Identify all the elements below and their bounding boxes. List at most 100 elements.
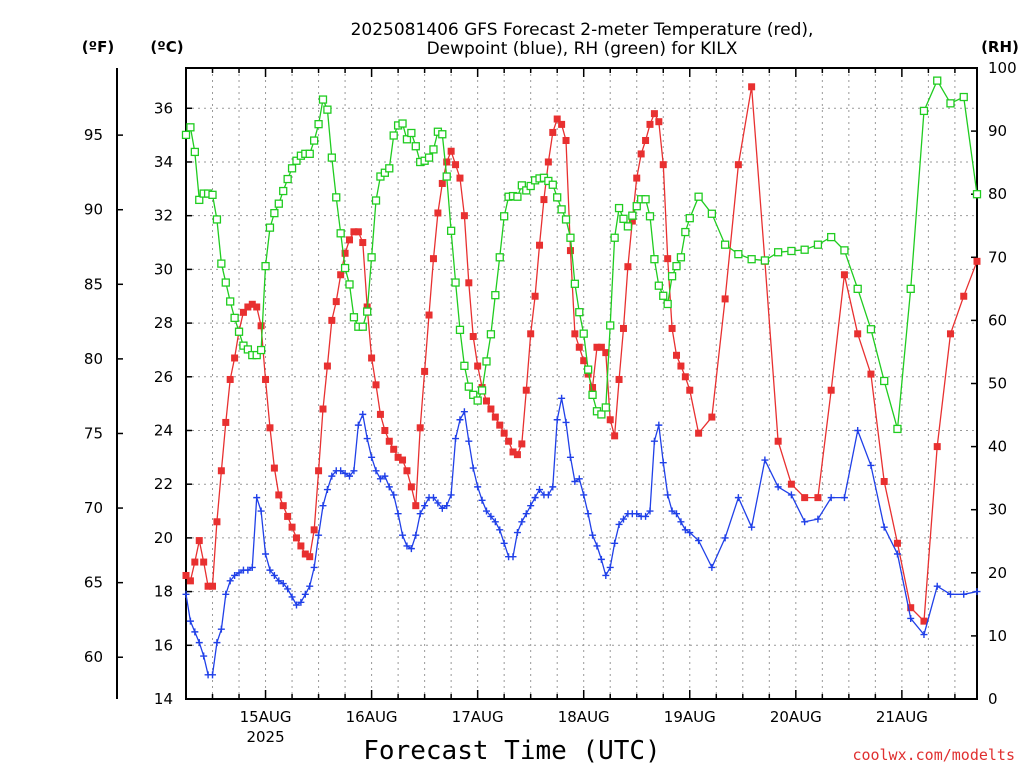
dewpoint-point bbox=[319, 502, 327, 510]
relative-humidity-point bbox=[747, 255, 756, 264]
dewpoint-point bbox=[513, 529, 521, 537]
dewpoint-point bbox=[677, 518, 685, 526]
relative-humidity-point bbox=[349, 313, 359, 322]
temperature-point bbox=[328, 316, 336, 324]
rh-tick-label: 20 bbox=[988, 564, 1007, 582]
rh-tick-label: 50 bbox=[988, 375, 1007, 393]
relative-humidity-point bbox=[663, 299, 672, 309]
relative-humidity-point bbox=[270, 208, 279, 218]
celsius-tick-label: 30 bbox=[154, 260, 173, 278]
temperature-point bbox=[602, 349, 610, 357]
temperature-point bbox=[659, 161, 667, 169]
rh-tick-label: 0 bbox=[988, 690, 998, 708]
chart-title-line1: 2025081406 GFS Forecast 2-meter Temperat… bbox=[351, 20, 814, 40]
relative-humidity-point bbox=[327, 153, 336, 162]
temperature-point bbox=[204, 582, 212, 590]
relative-humidity-point bbox=[720, 240, 730, 249]
fahrenheit-tick-label: 95 bbox=[84, 126, 103, 144]
temperature-point bbox=[500, 429, 508, 437]
dewpoint-point bbox=[589, 531, 597, 539]
dewpoint-point bbox=[416, 510, 424, 518]
temperature-point bbox=[801, 494, 809, 502]
dewpoint-point bbox=[482, 507, 490, 515]
celsius-tick-label: 32 bbox=[154, 207, 173, 225]
relative-humidity-point bbox=[601, 403, 610, 412]
dewpoint-point bbox=[840, 494, 848, 502]
x-day-label: 19AUG bbox=[664, 708, 716, 726]
dewpoint-point bbox=[270, 571, 278, 579]
relative-humidity-point bbox=[371, 196, 381, 205]
relative-humidity-point bbox=[234, 327, 244, 336]
rh-unit-label: (RH) bbox=[981, 38, 1019, 56]
relative-humidity-point bbox=[517, 181, 526, 190]
dewpoint-point bbox=[469, 464, 477, 472]
x-day-label: 17AUG bbox=[452, 708, 504, 726]
relative-humidity-point bbox=[186, 123, 195, 132]
grid-lines bbox=[186, 68, 977, 700]
temperature-point bbox=[354, 228, 362, 236]
dewpoint-point bbox=[288, 593, 296, 601]
dewpoint-point bbox=[575, 475, 583, 483]
relative-humidity-point bbox=[526, 181, 535, 191]
dewpoint-point bbox=[558, 394, 566, 402]
relative-humidity-point bbox=[446, 226, 456, 235]
temperature-point bbox=[624, 263, 632, 271]
temperature-point bbox=[553, 115, 561, 123]
dewpoint-line bbox=[185, 398, 978, 676]
temperature-point bbox=[920, 617, 928, 625]
dewpoint-point bbox=[376, 475, 384, 483]
dewpoint-point bbox=[407, 545, 415, 553]
temperature-point bbox=[337, 271, 345, 279]
temperature-point bbox=[774, 437, 782, 445]
temperature-point bbox=[368, 354, 376, 362]
dewpoint-point bbox=[518, 518, 526, 526]
dewpoint-point bbox=[549, 483, 557, 491]
relative-humidity-point bbox=[548, 180, 557, 189]
relative-humidity-point bbox=[650, 255, 659, 264]
temperature-point bbox=[677, 362, 685, 370]
relative-humidity-point bbox=[411, 142, 420, 151]
dewpoint-point bbox=[200, 652, 208, 660]
temperature-point bbox=[589, 384, 597, 392]
relative-humidity-point bbox=[579, 329, 588, 338]
temperature-point bbox=[217, 467, 225, 475]
relative-humidity-point bbox=[583, 365, 593, 374]
dewpoint-point bbox=[774, 483, 782, 491]
dewpoint-point bbox=[801, 518, 809, 526]
relative-humidity-point bbox=[588, 390, 597, 400]
relative-humidity-point bbox=[389, 131, 398, 140]
dewpoint-point bbox=[478, 496, 486, 504]
temperature-point bbox=[341, 249, 349, 257]
dewpoint-point bbox=[531, 494, 539, 502]
relative-humidity-point bbox=[323, 105, 332, 114]
relative-humidity-point bbox=[310, 136, 319, 145]
relative-humidity-point bbox=[486, 330, 496, 339]
temperature-point bbox=[226, 375, 234, 383]
temperature-point bbox=[310, 526, 318, 534]
relative-humidity-point bbox=[314, 120, 323, 129]
dewpoint-point bbox=[412, 531, 420, 539]
temperature-point bbox=[536, 241, 544, 249]
relative-humidity-point bbox=[513, 192, 522, 201]
relative-humidity-point bbox=[654, 281, 663, 290]
dewpoint-point bbox=[650, 437, 658, 445]
dewpoint-point bbox=[447, 491, 455, 499]
relative-humidity-point bbox=[482, 357, 491, 366]
temperature-point bbox=[787, 480, 795, 488]
temperature-point bbox=[421, 367, 429, 375]
dewpoint-point bbox=[266, 566, 274, 574]
dewpoint-point bbox=[893, 550, 901, 558]
relative-humidity-point bbox=[893, 424, 902, 434]
relative-humidity-point bbox=[619, 214, 628, 223]
dewpoint-point bbox=[946, 590, 954, 598]
dewpoint-point bbox=[456, 416, 464, 424]
fahrenheit-unit-label: (ºF) bbox=[82, 38, 114, 56]
relative-humidity-point bbox=[566, 233, 575, 242]
relative-humidity-point bbox=[274, 199, 283, 208]
dewpoint-point bbox=[292, 601, 300, 609]
x-day-label: 21AUG bbox=[876, 708, 928, 726]
relative-humidity-point bbox=[305, 149, 314, 158]
relative-humidity-point bbox=[261, 261, 270, 271]
temperature-point bbox=[292, 534, 300, 542]
temperature-point bbox=[346, 236, 354, 244]
